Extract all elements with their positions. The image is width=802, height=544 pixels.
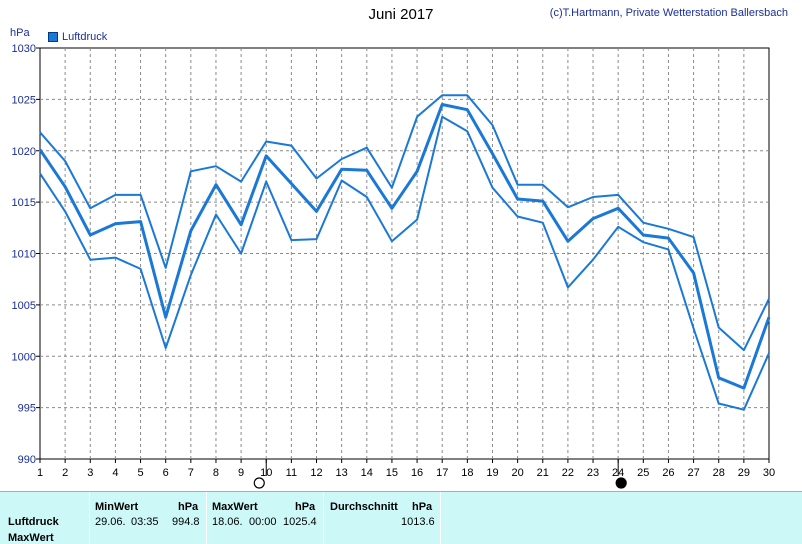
credit-text: (c)T.Hartmann, Private Wetterstation Bal…: [549, 7, 788, 19]
x-tick-label: 19: [486, 467, 498, 479]
y-tick-label: 1015: [12, 197, 36, 209]
chart-title: Juni 2017: [368, 6, 434, 23]
stats-divider: [206, 492, 207, 544]
x-tick-label: 23: [587, 467, 599, 479]
x-tick-label: 15: [386, 467, 398, 479]
y-tick-label: 1025: [12, 94, 36, 106]
series-lines: [38, 94, 771, 411]
legend: Luftdruck: [48, 31, 107, 43]
stats-row-label: MaxWert: [8, 532, 54, 544]
x-tick-label: 30: [763, 467, 775, 479]
min-value: 994.8: [172, 516, 200, 528]
max-value: 1025.4: [283, 516, 317, 528]
y-unit-label: hPa: [10, 27, 30, 39]
x-tick-label: 25: [637, 467, 649, 479]
y-axis-ticks: 990 995 1000 1005 1010 1015 1020 1025 1030: [12, 43, 40, 466]
stats-divider: [89, 492, 90, 544]
series-line-mean: [38, 103, 771, 390]
stats-panel: Luftdruck MaxWert MinWert hPa 29.06. 03:…: [0, 491, 802, 544]
grid-lines: [40, 48, 769, 459]
min-unit: hPa: [178, 501, 199, 513]
full-moon-icon: [615, 477, 627, 489]
x-tick-label: 26: [662, 467, 674, 479]
max-unit: hPa: [295, 501, 316, 513]
stats-row-label: Luftdruck: [8, 516, 59, 528]
avg-header: Durchschnitt: [330, 501, 398, 513]
x-tick-label: 11: [286, 467, 297, 479]
x-tick-label: 29: [738, 467, 750, 479]
stats-divider: [323, 492, 324, 544]
x-tick-label: 7: [188, 467, 194, 479]
x-tick-label: 16: [411, 467, 423, 479]
stats-divider: [440, 492, 441, 544]
x-tick-label: 4: [112, 467, 118, 479]
y-tick-label: 1010: [12, 249, 36, 261]
new-moon-icon: [253, 477, 265, 489]
x-tick-label: 27: [687, 467, 699, 479]
x-tick-label: 1: [37, 467, 43, 479]
series-line-min: [39, 115, 770, 411]
x-tick-label: 18: [461, 467, 473, 479]
max-header: MaxWert: [212, 501, 258, 513]
y-tick-label: 1030: [12, 43, 36, 55]
x-tick-label: 12: [310, 467, 322, 479]
x-tick-label: 9: [238, 467, 244, 479]
legend-swatch: [48, 32, 58, 42]
y-tick-label: 1000: [12, 351, 36, 363]
y-tick-label: 990: [18, 454, 36, 466]
y-tick-label: 1020: [12, 146, 36, 158]
x-tick-label: 22: [562, 467, 574, 479]
x-tick-label: 21: [537, 467, 549, 479]
avg-value: 1013.6: [401, 516, 435, 528]
min-time: 03:35: [131, 516, 159, 528]
y-tick-label: 995: [18, 403, 36, 415]
day-markers: [253, 459, 627, 489]
x-tick-label: 14: [361, 467, 373, 479]
legend-label: Luftdruck: [62, 31, 108, 43]
min-date: 29.06.: [95, 516, 126, 528]
x-tick-label: 28: [713, 467, 725, 479]
series-line-max: [39, 94, 770, 352]
max-date: 18.06.: [212, 516, 243, 528]
min-header: MinWert: [95, 501, 139, 513]
x-tick-label: 5: [137, 467, 143, 479]
max-time: 00:00: [249, 516, 277, 528]
x-tick-label: 2: [62, 467, 68, 479]
x-tick-label: 6: [163, 467, 169, 479]
avg-unit: hPa: [412, 501, 433, 513]
x-tick-label: 8: [213, 467, 219, 479]
x-tick-label: 3: [87, 467, 93, 479]
x-tick-label: 13: [336, 467, 348, 479]
x-tick-label: 17: [436, 467, 448, 479]
y-tick-label: 1005: [12, 300, 36, 312]
x-axis-ticks: 1 2 3 4 5 6 7 8 9 10 11 12 13 14 15 16 17 18 19 20 21 22 23 24 2…: [37, 459, 775, 479]
x-tick-label: 20: [511, 467, 523, 479]
